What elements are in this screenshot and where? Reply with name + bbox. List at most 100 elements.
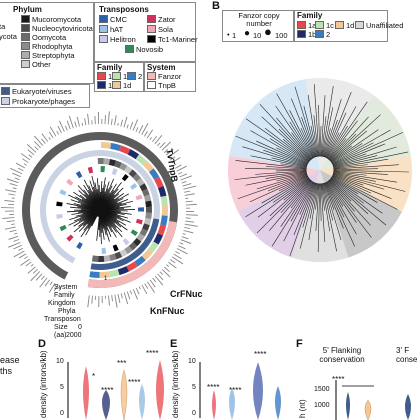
ring-label-size: Size (aa) (54, 324, 68, 339)
size-bar (178, 245, 186, 250)
size-bar (171, 256, 184, 265)
phylum-cut-label-1: ta (0, 22, 6, 31)
tree-branch (333, 174, 364, 186)
size-bar (2, 217, 15, 220)
panel-c-text-2: ths (0, 366, 13, 376)
size-bar (117, 294, 121, 303)
ring-label-family: Family (54, 292, 75, 299)
size-bar (132, 289, 138, 300)
copy-size-100-icon: ● (264, 24, 272, 39)
tree-branch (323, 128, 331, 157)
tree-branch (261, 116, 310, 161)
size-bar (8, 235, 19, 240)
tree-branch (317, 183, 320, 252)
tree-branch (323, 99, 342, 157)
tree-branch (83, 189, 97, 206)
tree-branch (78, 214, 97, 232)
size-bar (175, 250, 181, 255)
tree-branch (245, 172, 307, 186)
size-bar (58, 120, 65, 132)
tree-branch (100, 184, 106, 205)
size-bar (161, 269, 171, 278)
tree-branch (332, 129, 391, 164)
panel-d-tick-0: 0 (60, 410, 64, 417)
family-b-item: 2 (315, 30, 330, 39)
size-bar (39, 277, 48, 288)
size-tick-2000: 2000 (66, 332, 82, 339)
tree-branch (245, 168, 307, 170)
transposon-ring-segment (66, 234, 74, 242)
transposon-ring-segment (100, 166, 106, 173)
size-bar (159, 141, 166, 149)
transposon-ring-segment (122, 238, 130, 246)
size-bar (87, 295, 90, 308)
tree-branch (105, 211, 131, 223)
size-bar (97, 112, 100, 125)
tree-branch (105, 193, 129, 208)
tree-branch (81, 208, 95, 211)
tree-branch (105, 212, 118, 220)
tree-branch (105, 211, 128, 219)
tree-branch (275, 105, 313, 159)
tree-branch (91, 175, 100, 205)
family-ring-segment (134, 255, 146, 267)
panel-d-letter: D (38, 338, 46, 350)
phyla-ring-segment (145, 206, 153, 213)
size-bar (177, 171, 182, 175)
tree-branch (87, 189, 98, 206)
phyla-ring-segment (56, 176, 65, 186)
tree-branch (333, 171, 398, 183)
family-b-swatch (355, 21, 364, 29)
tree-branch (318, 105, 320, 157)
tree-branch (321, 183, 330, 232)
phyla-ring-segment (85, 158, 93, 166)
tree-branch (73, 213, 96, 233)
tree-branch (328, 138, 347, 160)
size-bar (181, 236, 189, 240)
tree-branch (66, 203, 95, 210)
size-bar (27, 149, 35, 156)
size-bar (32, 268, 38, 274)
tree-branch (269, 138, 309, 163)
transposon-swatch (99, 15, 108, 23)
tree-branch (327, 181, 344, 207)
family-b-item: 1a (297, 21, 316, 30)
size-bar (101, 295, 103, 303)
size-bar (183, 185, 197, 190)
size-bar (138, 286, 141, 290)
tree-branch (98, 185, 101, 205)
copy-size-10: 10 (253, 31, 262, 40)
tree-branch (102, 214, 117, 238)
family-b-swatch (297, 21, 306, 29)
transposon-ring-segment (111, 168, 118, 176)
tree-branch (105, 202, 123, 209)
family-ring-segment (117, 266, 129, 276)
tree-branch (329, 116, 369, 160)
system-item: TnpB (147, 81, 176, 90)
phyla-ring-segment (119, 162, 128, 171)
ring-label-phyla: Phyla (58, 308, 76, 315)
size-bar (163, 149, 169, 154)
family-a-swatch (112, 81, 121, 89)
system-label: TnpB (158, 81, 176, 90)
tree-branch (103, 194, 115, 206)
kingdom-label: Eukaryote/viruses (12, 87, 72, 96)
kingdom-legend: Eukaryote/viruses Prokaryote/phages (0, 84, 90, 108)
phyla-ring-segment (50, 187, 59, 195)
size-bar (176, 248, 188, 255)
panel-d-star-4: **** (128, 378, 141, 387)
panel-e-tick-0: 0 (192, 410, 196, 417)
phyla-ring-segment (109, 253, 117, 261)
tree-branch (101, 191, 106, 205)
size-bar (138, 125, 144, 134)
family-a-swatch (97, 72, 106, 80)
tree-branch (103, 182, 122, 206)
phylum-swatch (21, 60, 30, 68)
phyla-ring-segment (68, 164, 78, 174)
tree-branch (78, 190, 96, 207)
phylum-label: Nucleocytoviricota (32, 24, 93, 33)
tree-branch (75, 211, 95, 217)
size-bar (13, 250, 25, 258)
size-bar (179, 242, 184, 245)
